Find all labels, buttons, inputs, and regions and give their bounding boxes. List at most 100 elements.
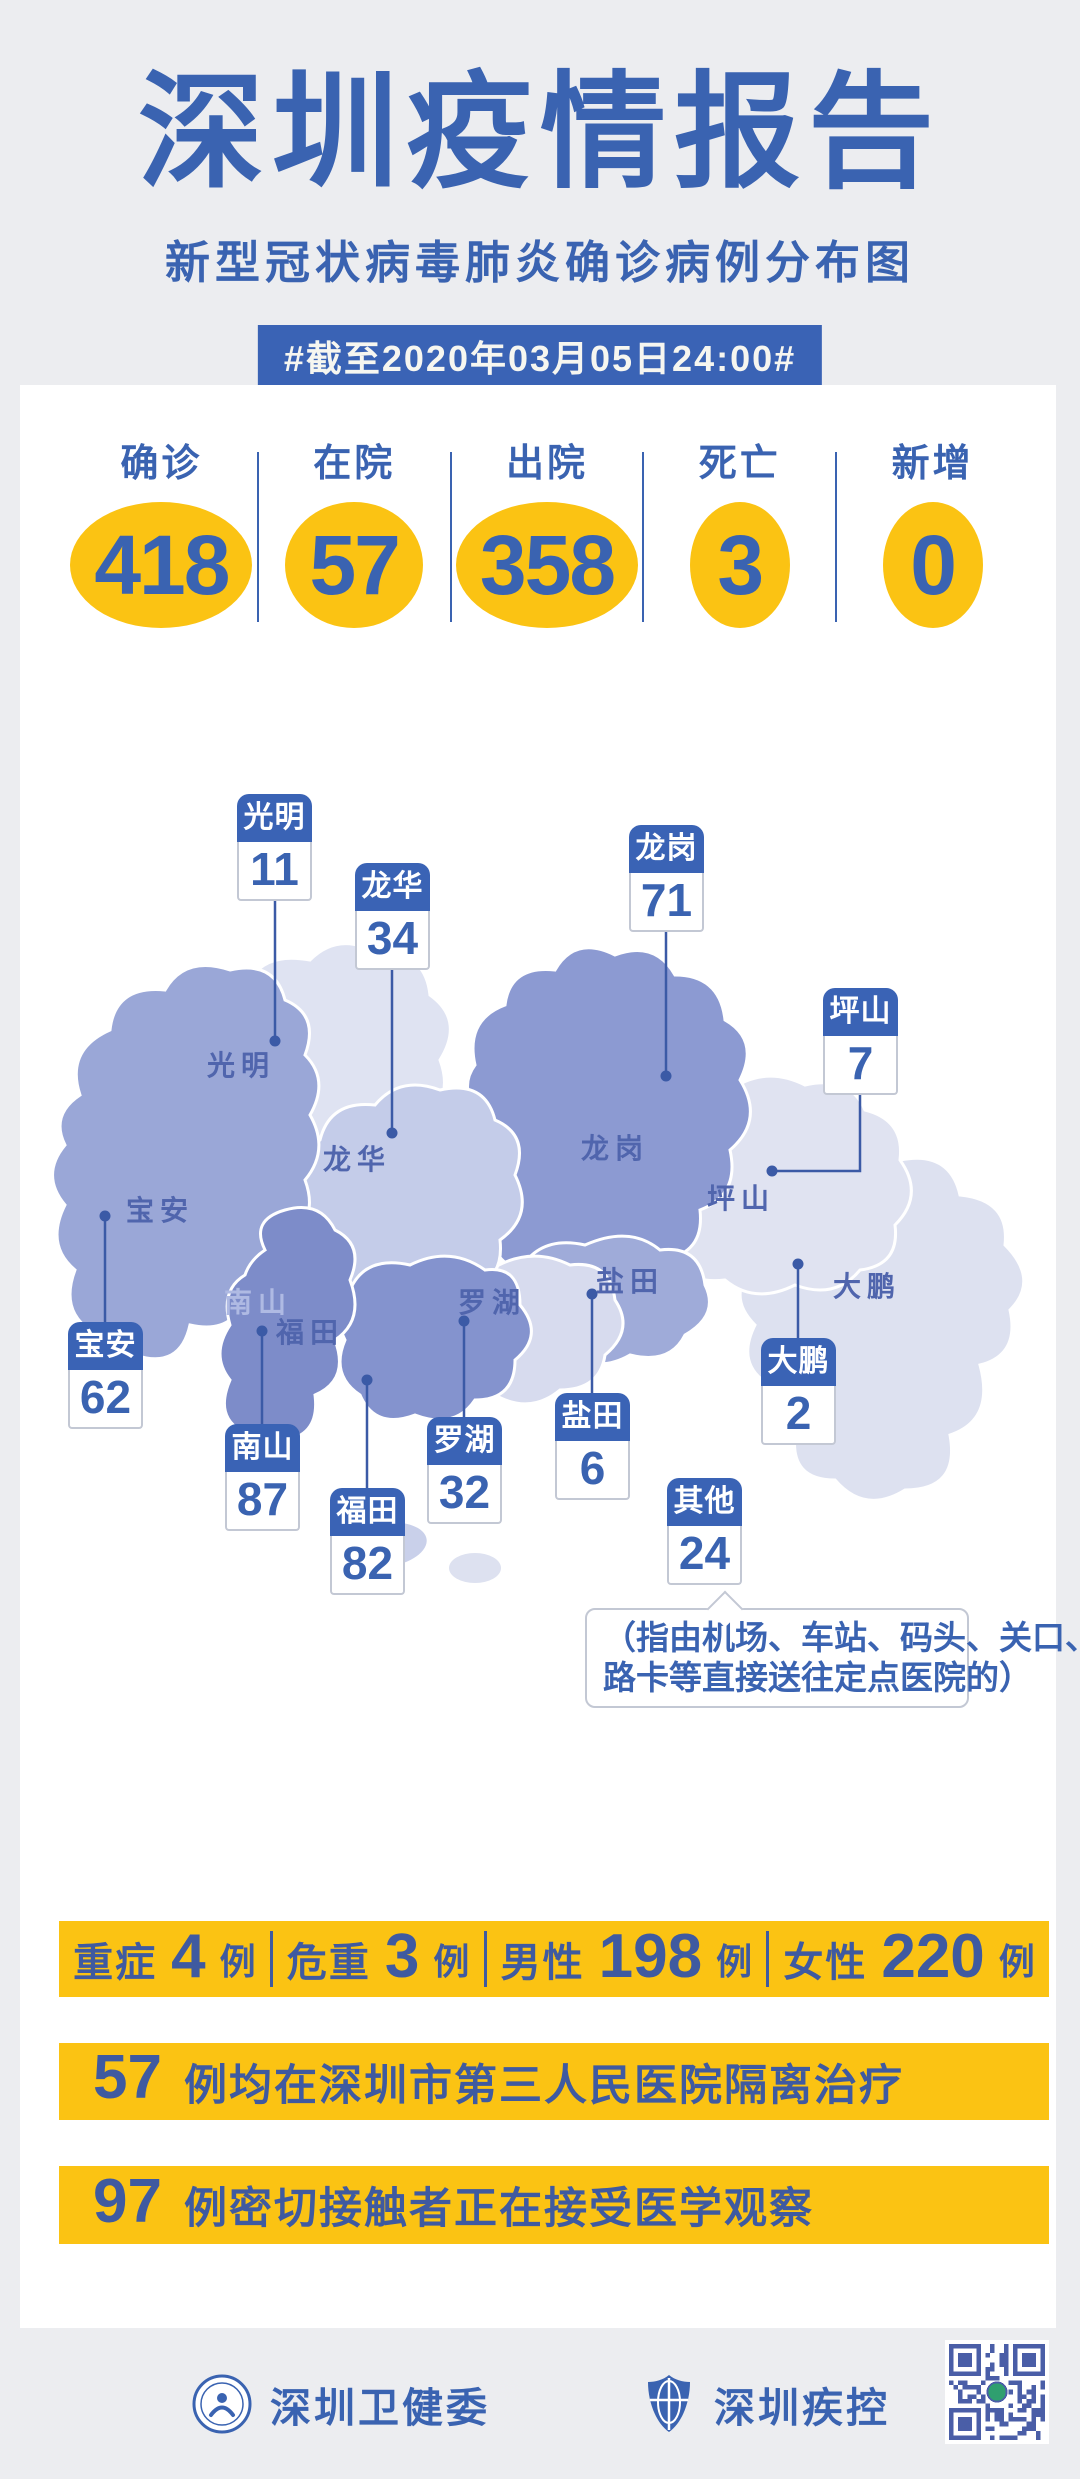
detail-severe: 重症 4 例 [73,1922,256,1992]
map-district-label-dapeng: 大鹏 [832,1271,902,1302]
stat-value: 3 [717,517,764,612]
detail-label: 重症 [73,1941,158,1985]
district-marker-guangming: 光明 11 [237,794,312,901]
stat-confirmed: 确诊 418 [66,444,257,628]
marker-name: 罗湖 [427,1417,502,1465]
marker-cases: 87 [225,1472,300,1531]
stat-divider [449,452,452,622]
cdc-shield-icon [648,2375,690,2432]
notice-text: 例密切接触者正在接受医学观察 [183,2185,814,2233]
map-district-label-pingshan: 坪山 [706,1183,776,1214]
stat-circle: 3 [689,502,790,628]
map-district-label-futian: 福田 [275,1317,345,1348]
other-cases-note: （指由机场、车站、码头、关口、 路卡等直接送往定点医院的） [585,1608,1080,1708]
detail-male: 男性 198 例 [500,1922,753,1992]
stat-divider [256,452,259,622]
notice-text: 例均在深圳市第三人民医院隔离治疗 [183,2061,904,2110]
map-district-label-baoan: 宝安 [125,1195,195,1226]
map-district-label-longgang: 龙岗 [580,1133,650,1164]
notice-value: 57 [93,2043,162,2112]
detail-unit: 例 [219,1941,256,1982]
date-badge: #截至2020年03月05日24:00# [257,325,823,387]
district-marker-yantian: 盐田 6 [555,1393,630,1500]
marker-name: 龙岗 [629,825,704,873]
notice-value: 97 [93,2166,162,2236]
marker-cases: 32 [427,1465,502,1524]
summary-stats-row: 确诊 418 在院 57 出院 358 死亡 3 新增 0 [66,444,1028,628]
stat-discharged: 出院 358 [452,444,643,628]
island-shape [449,1553,501,1583]
marker-name: 宝安 [68,1322,143,1370]
map-district-label-longhua: 龙华 [322,1144,392,1175]
detail-label: 男性 [500,1941,585,1985]
marker-cases: 11 [237,842,312,901]
detail-label: 危重 [286,1941,371,1985]
marker-cases: 24 [667,1526,742,1585]
org-health-commission: 深圳卫健委 [190,2372,490,2436]
marker-name: 大鹏 [761,1338,836,1386]
detail-unit: 例 [716,1941,753,1982]
marker-name: 其他 [667,1478,742,1526]
marker-cases: 71 [629,873,704,932]
stat-new: 新增 0 [837,444,1028,628]
detail-label: 女性 [783,1941,868,1985]
stat-in-hospital: 在院 57 [259,444,450,628]
district-marker-futian: 福田 82 [330,1488,405,1595]
marker-name: 盐田 [555,1393,630,1441]
case-detail-bar: 重症 4 例 危重 3 例 男性 198 例 女性 220 例 [59,1921,1049,1997]
footer: 深圳卫健委 深圳疾控 [0,2372,1080,2436]
stat-value: 57 [309,517,400,612]
detail-value: 4 [171,1921,206,1991]
hospital-notice-bar: 57 例均在深圳市第三人民医院隔离治疗 [59,2043,1049,2120]
district-marker-nanshan: 南山 87 [225,1424,300,1531]
detail-female: 女性 220 例 [783,1922,1035,1992]
district-marker-other: 其他 24 [667,1478,742,1585]
district-marker-baoan: 宝安 62 [68,1322,143,1429]
org-cdc: 深圳疾控 [640,2372,890,2436]
stat-label: 在院 [313,443,396,485]
district-marker-dapeng: 大鹏 2 [761,1338,836,1445]
detail-unit: 例 [433,1941,470,1982]
stat-divider [835,452,838,622]
stat-label: 新增 [891,443,974,485]
org-label: 深圳卫健委 [270,2385,490,2431]
detail-critical: 危重 3 例 [286,1922,470,1992]
marker-cases: 7 [823,1036,898,1095]
qr-code [945,2340,1049,2444]
marker-name: 光明 [237,794,312,842]
detail-value: 220 [881,1921,985,1991]
marker-name: 福田 [330,1488,405,1536]
detail-value: 3 [384,1921,420,1991]
marker-cases: 62 [68,1370,143,1429]
stat-value: 418 [94,517,230,612]
note-line-2: 路卡等直接送往定点医院的） [603,1659,1032,1696]
stat-divider [642,452,645,622]
marker-connectors [103,901,862,1488]
page-subtitle: 新型冠状病毒肺炎确诊病例分布图 [164,237,915,288]
detail-unit: 例 [998,1941,1035,1982]
marker-name: 南山 [225,1424,300,1472]
map-district-label-guangming: 光明 [206,1050,276,1081]
marker-name: 龙华 [355,863,430,911]
district-marker-longgang: 龙岗 71 [629,825,704,932]
bar-divider [766,1931,770,1987]
marker-cases: 34 [355,911,430,970]
stat-deaths: 死亡 3 [644,444,835,628]
stat-label: 死亡 [698,443,781,485]
map-district-label-yantian: 盐田 [595,1266,665,1297]
stat-label: 出院 [505,443,588,485]
stat-label: 确诊 [120,443,203,485]
stat-circle: 0 [882,502,983,628]
stat-value: 0 [910,517,957,612]
org-label: 深圳疾控 [714,2385,890,2431]
health-commission-emblem-icon [192,2374,252,2434]
district-shape-nanshan [218,1206,357,1450]
marker-cases: 6 [555,1441,630,1500]
map-district-label-nanshan: 南山 [223,1287,293,1318]
stat-circle: 418 [70,502,253,628]
stat-value: 358 [479,517,616,612]
observation-notice-bar: 97 例密切接触者正在接受医学观察 [59,2166,1049,2244]
shenzhen-district-map [51,901,1026,1583]
page-title: 深圳疫情报告 [138,62,942,203]
